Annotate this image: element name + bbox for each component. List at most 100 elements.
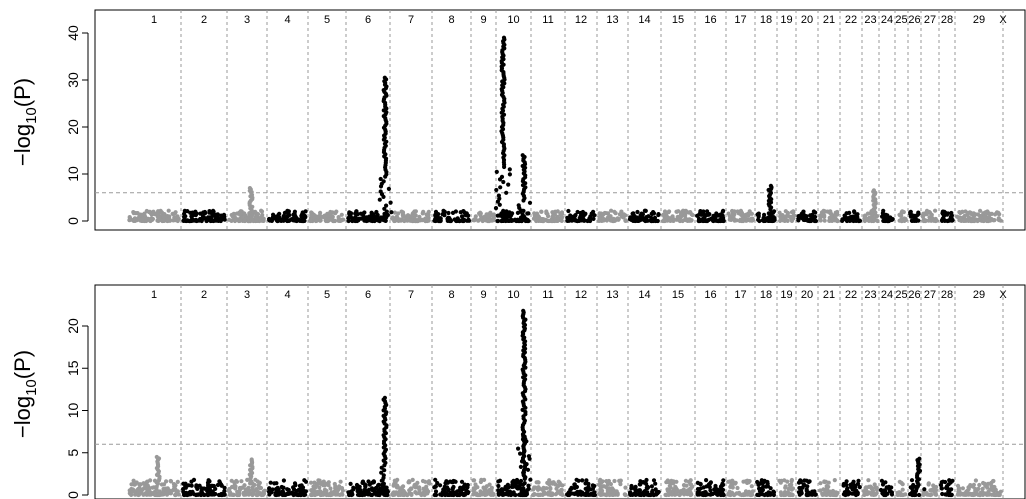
snp-point (195, 486, 200, 491)
snp-point (552, 209, 557, 215)
snp-point (450, 486, 455, 491)
peak-point (504, 190, 509, 195)
peak-point (495, 213, 500, 218)
snp-point (688, 486, 693, 491)
snp-point (879, 478, 885, 483)
peak-point (766, 211, 771, 216)
snp-point (810, 212, 815, 217)
snp-point (457, 218, 462, 223)
snp-point (435, 215, 440, 220)
snp-point (505, 482, 510, 487)
snp-point (799, 491, 804, 496)
snp-point (813, 492, 818, 497)
peak-point (526, 454, 532, 459)
chromosome-label: 27 (924, 289, 936, 301)
snp-point (791, 210, 796, 215)
snp-point (847, 218, 853, 223)
snp-point (382, 492, 387, 497)
snp-point (292, 213, 297, 218)
snp-point (909, 478, 915, 483)
peak-point (494, 169, 499, 174)
snp-point (619, 209, 624, 214)
peak-point (379, 465, 384, 470)
snp-point (986, 491, 991, 496)
snp-point (157, 217, 162, 222)
snp-point (434, 492, 439, 498)
snp-point (787, 483, 792, 488)
snp-point (185, 209, 190, 214)
snp-point (714, 211, 719, 216)
snp-point (987, 217, 993, 223)
snp-point (145, 479, 150, 484)
snp-point (281, 214, 286, 219)
snp-point (146, 489, 151, 494)
snp-point (928, 492, 933, 498)
peak-point (497, 202, 502, 207)
snp-point (238, 218, 243, 223)
snp-point (605, 211, 611, 216)
chromosome-label: 21 (823, 289, 835, 301)
snp-point (572, 217, 577, 222)
snp-point (392, 218, 398, 223)
snp-point (272, 481, 277, 486)
peak-point (501, 35, 507, 40)
snp-point (758, 481, 763, 486)
snp-point (491, 212, 496, 217)
snp-point (947, 489, 952, 494)
chromosome-label: 11 (542, 14, 553, 26)
snp-point (771, 490, 777, 495)
snp-point (538, 492, 543, 497)
peak-point (250, 485, 255, 490)
snp-point (644, 481, 649, 486)
snp-point (749, 492, 754, 497)
y-tick-label: 15 (65, 360, 81, 376)
snp-point (334, 209, 339, 214)
y-tick-label: 20 (65, 119, 81, 135)
snp-point (547, 482, 552, 487)
snp-point (615, 492, 620, 497)
snp-point (703, 218, 708, 223)
snp-point (926, 481, 931, 486)
snp-point (175, 214, 180, 219)
chromosome-label: 29 (973, 14, 985, 26)
snp-point (580, 478, 585, 483)
snp-point (281, 485, 286, 490)
snp-point (669, 492, 675, 497)
snp-point (916, 211, 921, 216)
chromosome-label: 19 (780, 14, 792, 26)
snp-point (805, 484, 810, 489)
peak-point (506, 182, 511, 187)
snp-point (684, 483, 689, 488)
snp-point (606, 478, 612, 484)
chromosome-label: 24 (881, 14, 893, 26)
snp-point (152, 490, 157, 495)
peak-point (507, 172, 512, 177)
snp-point (805, 218, 810, 223)
snp-point (587, 492, 592, 497)
snp-point (159, 210, 164, 215)
snp-point (488, 210, 493, 215)
snp-point (453, 209, 458, 214)
peak-point (522, 214, 527, 219)
snp-point (368, 492, 374, 497)
snp-point (194, 483, 199, 488)
snp-point (336, 215, 341, 220)
chromosome-label: 1 (151, 289, 157, 301)
snp-point (129, 217, 134, 222)
snp-point (161, 215, 166, 220)
chromosome-label: 20 (801, 289, 813, 301)
snp-point (847, 215, 853, 220)
snp-point (949, 210, 954, 216)
snp-point (207, 479, 212, 484)
snp-point (991, 218, 996, 223)
snp-point (704, 478, 709, 483)
snp-point (181, 487, 186, 492)
snp-point (589, 211, 595, 216)
snp-point (965, 489, 970, 494)
peak-point (507, 167, 512, 172)
snp-point (433, 489, 439, 494)
snp-point (651, 478, 657, 483)
snp-point (433, 477, 438, 482)
snp-point (568, 213, 573, 218)
snp-point (496, 483, 501, 489)
